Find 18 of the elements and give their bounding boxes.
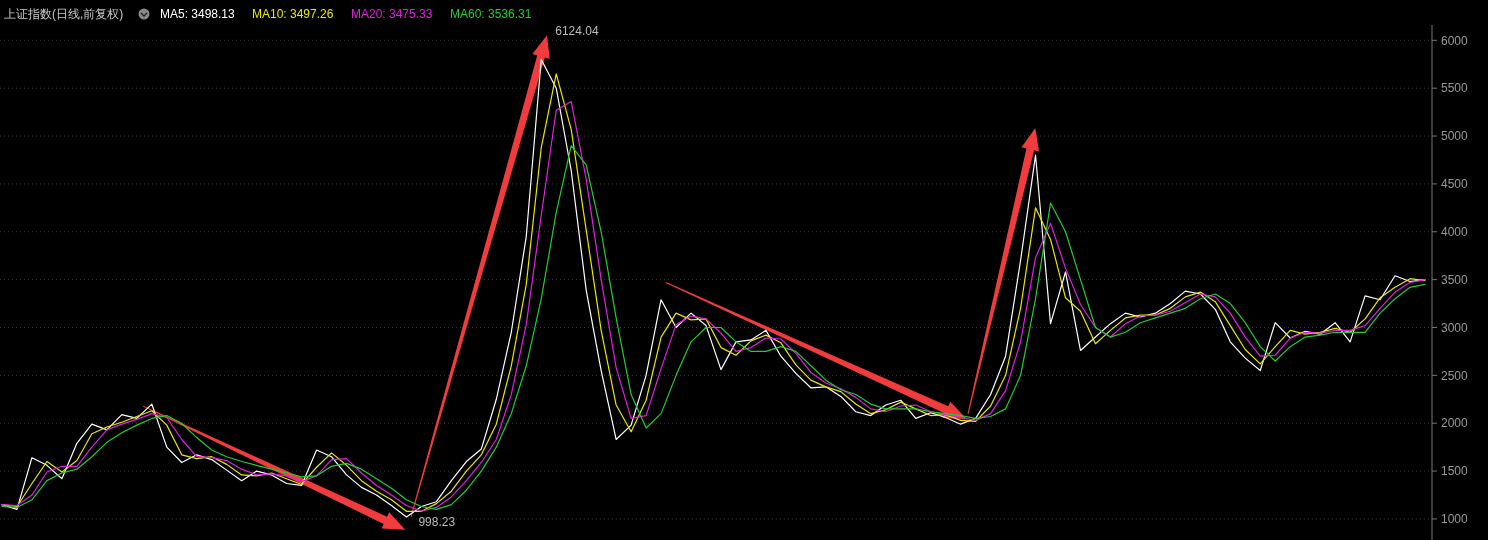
text: MA60: 3536.31 bbox=[450, 7, 532, 21]
y-tick-label: 4000 bbox=[1441, 224, 1469, 239]
annotation: 6124.04 bbox=[555, 24, 599, 38]
chart-title: 上证指数(日线,前复权) bbox=[4, 7, 124, 21]
text: MA5: 3498.13 bbox=[160, 7, 236, 21]
text: MA20: 3475.33 bbox=[351, 7, 433, 21]
y-tick-label: 3500 bbox=[1441, 272, 1469, 287]
y-tick-label: 1000 bbox=[1441, 512, 1469, 527]
y-tick-label: 3000 bbox=[1441, 320, 1469, 335]
y-tick-label: 5500 bbox=[1441, 81, 1469, 96]
y-tick-label: 1500 bbox=[1441, 464, 1469, 479]
text: MA10: 3497.26 bbox=[252, 7, 334, 21]
y-tick-label: 5000 bbox=[1441, 129, 1469, 144]
annotation: 998.23 bbox=[418, 515, 456, 529]
y-tick-label: 2000 bbox=[1441, 416, 1469, 431]
y-tick-label: 2500 bbox=[1441, 368, 1469, 383]
y-tick-label: 4500 bbox=[1441, 177, 1469, 192]
y-tick-label: 6000 bbox=[1441, 33, 1469, 48]
